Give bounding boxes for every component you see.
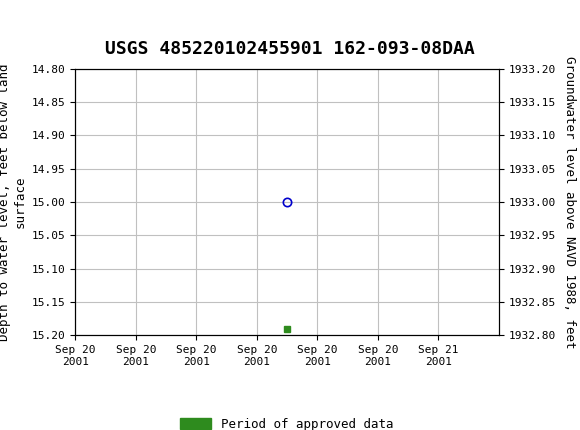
Legend: Period of approved data: Period of approved data (175, 413, 399, 430)
Y-axis label: Depth to water level, feet below land
surface: Depth to water level, feet below land su… (0, 63, 26, 341)
Text: USGS 485220102455901 162-093-08DAA: USGS 485220102455901 162-093-08DAA (105, 40, 475, 58)
Text: ≡USGS: ≡USGS (9, 16, 90, 36)
Y-axis label: Groundwater level above NAVD 1988, feet: Groundwater level above NAVD 1988, feet (563, 56, 576, 348)
